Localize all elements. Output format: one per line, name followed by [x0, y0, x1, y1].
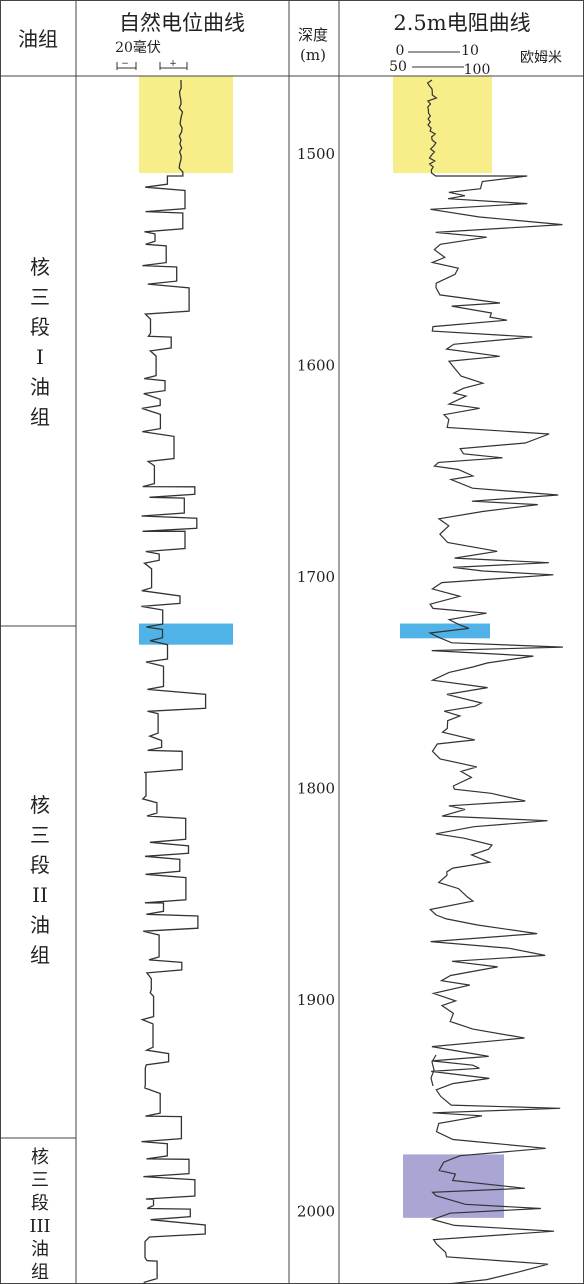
oil-group-1-char: 油: [30, 375, 50, 399]
res-purple-zone: [403, 1154, 504, 1218]
sp-plus-sign: +: [169, 59, 177, 69]
depth-tick-label: 1700: [297, 568, 335, 586]
oil-group-3-char: 油: [31, 1239, 49, 1260]
oil-group-3-char: 段: [31, 1193, 49, 1214]
depth-tick-label: 1900: [297, 991, 335, 1009]
oil-group-3-char: 核: [31, 1147, 49, 1168]
oil-group-2-char: 段: [30, 853, 50, 877]
oil-group-2-char: 三: [30, 823, 50, 847]
oil-group-1-char: 组: [30, 405, 50, 429]
oil-group-1-char: I: [36, 345, 44, 369]
resistivity-track-title: 2.5m电阻曲线: [393, 11, 530, 35]
res-yellow-zone: [393, 75, 492, 174]
res-scale-max-1: 10: [461, 43, 479, 59]
oil-group-1-char: 核: [30, 255, 50, 279]
resistivity-curve: [426, 79, 563, 1284]
res-scale-min-2: 50: [389, 59, 407, 75]
group-column-title: 油组: [18, 27, 58, 51]
oil-group-3-char: 三: [31, 1170, 49, 1191]
depth-tick-label: 1600: [297, 357, 335, 375]
sp-scale-label: 20毫伏: [115, 39, 161, 56]
oil-group-2-char: 油: [30, 913, 50, 937]
sp-track-title: 自然电位曲线: [119, 11, 245, 35]
sp-yellow-zone: [139, 75, 233, 174]
res-scale-max-2: 100: [464, 62, 491, 78]
oil-group-3-char: 组: [31, 1262, 49, 1283]
oil-group-2-char: 核: [30, 793, 50, 817]
res-unit-label: 欧姆米: [520, 50, 562, 66]
depth-axis: 1500 1600 1700 1800 1900 2000: [297, 145, 335, 1221]
sp-curve: [140, 80, 207, 1284]
depth-tick-label: 1500: [297, 145, 335, 163]
highlight-zones: [139, 75, 504, 1218]
depth-column-title: 深度: [298, 26, 328, 44]
res-scale-min-1: 0: [396, 43, 405, 59]
res-scale-bars: [408, 51, 464, 68]
oil-group-3-char: III: [29, 1216, 50, 1237]
depth-unit: (m): [300, 46, 326, 64]
oil-group-2-char: 组: [30, 943, 50, 967]
sp-minus-sign: −: [121, 59, 129, 69]
depth-tick-label: 2000: [297, 1203, 335, 1221]
resistivity-curve-fragment: [430, 1054, 437, 1087]
sp-blue-zone: [139, 623, 233, 645]
oil-group-1-char: 三: [30, 285, 50, 309]
header: 油组 自然电位曲线 20毫伏 − + 深度 (m) 2.5m电阻曲线 0 10 …: [18, 11, 562, 78]
depth-tick-label: 1800: [297, 780, 335, 798]
oil-group-2-char: II: [32, 883, 48, 907]
oil-group-1-char: 段: [30, 315, 50, 339]
sp-scale-bar: [116, 62, 188, 70]
